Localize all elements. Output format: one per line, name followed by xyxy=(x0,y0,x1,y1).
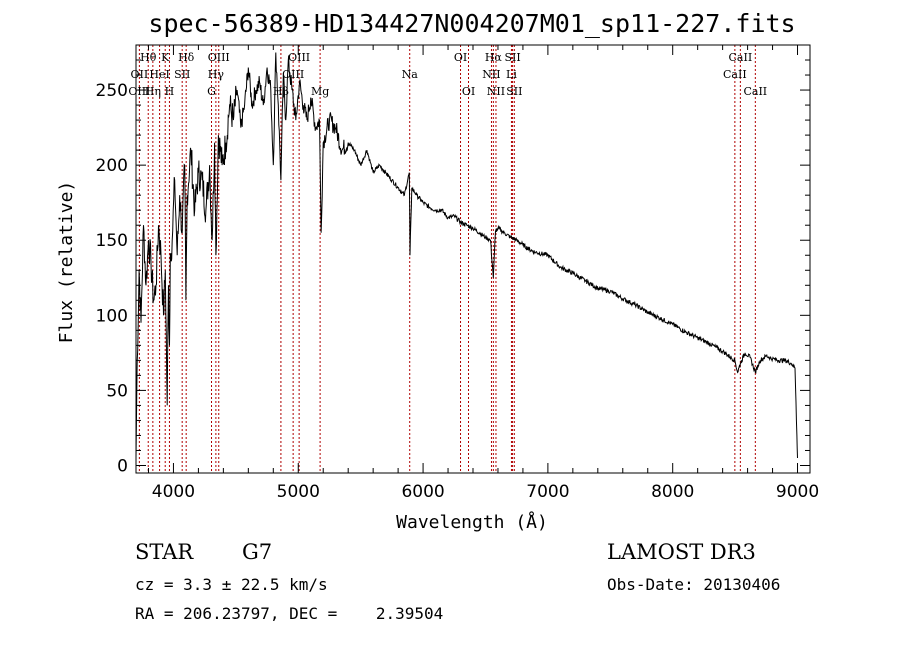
spectral-line-label: Hη xyxy=(145,85,161,98)
object-class: STAR xyxy=(135,540,194,564)
spectral-line-label: OIII xyxy=(288,51,310,64)
redshift-text: cz = 3.3 ± 22.5 km/s xyxy=(135,575,328,594)
chart-title: spec-56389-HD134427N004207M01_sp11-227.f… xyxy=(148,9,795,38)
x-axis-label: Wavelength (Å) xyxy=(396,511,548,533)
tick-label: 8000 xyxy=(651,482,694,502)
spectral-line-label: SII xyxy=(174,68,190,81)
axis-ticks: 4000 5000 6000 7000 8000 9000 0 50 100 150 200 250 xyxy=(96,45,819,502)
spectral-line-label: K xyxy=(161,51,170,64)
coordinates-text: RA = 206.23797, DEC = 2.39504 xyxy=(135,604,444,623)
spectral-line-label: CaII xyxy=(743,85,767,98)
spectral-line-label: Mg xyxy=(311,85,329,98)
object-subclass: G7 xyxy=(242,540,273,564)
spectral-line-label: Na xyxy=(402,68,419,81)
spectral-line-label: NII xyxy=(482,68,500,81)
spectral-line-label: NII xyxy=(487,85,505,98)
tick-label: 7000 xyxy=(526,482,569,502)
spectral-line-label: Hδ xyxy=(178,51,195,64)
tick-label: 100 xyxy=(96,306,128,326)
survey-name: LAMOST DR3 xyxy=(607,540,756,564)
tick-label: 50 xyxy=(106,381,128,401)
spectral-line-label: OI xyxy=(462,85,475,98)
spectral-line-label: Hγ xyxy=(208,68,225,81)
tick-label: 250 xyxy=(96,81,128,101)
spectral-line-label: OIII xyxy=(208,51,230,64)
spectral-line-label: Hα xyxy=(485,51,503,64)
spectral-line-label: OII xyxy=(131,68,149,81)
spectral-line-label: OI xyxy=(454,51,467,64)
tick-label: 5000 xyxy=(277,482,320,502)
spectral-line-label: G xyxy=(207,85,216,98)
tick-label: 0 xyxy=(117,456,128,476)
tick-label: 6000 xyxy=(401,482,444,502)
spectral-line-label: CaII xyxy=(723,68,747,81)
y-axis-label: Flux (relative) xyxy=(56,181,77,344)
tick-label: 9000 xyxy=(776,482,819,502)
tick-label: 4000 xyxy=(152,482,195,502)
spectral-line-label: SII xyxy=(504,51,520,64)
plot-frame xyxy=(135,44,811,474)
spectral-line-label: Hθ xyxy=(140,51,157,64)
tick-label: 150 xyxy=(96,231,128,251)
spectral-line-label: CaII xyxy=(729,51,753,64)
spectral-line-markers xyxy=(138,45,756,473)
spectral-line-label: HeI xyxy=(149,68,169,81)
spectral-line-label: OIII xyxy=(128,85,150,98)
tick-label: 200 xyxy=(96,156,128,176)
obs-date-text: Obs-Date: 20130406 xyxy=(607,575,781,594)
spectral-line-label: Li xyxy=(506,68,517,81)
spectrum-line xyxy=(135,52,798,459)
spectral-line-label: H xyxy=(165,85,175,98)
spectral-line-label: OIII xyxy=(282,68,304,81)
spectral-line-label: SII xyxy=(506,85,522,98)
